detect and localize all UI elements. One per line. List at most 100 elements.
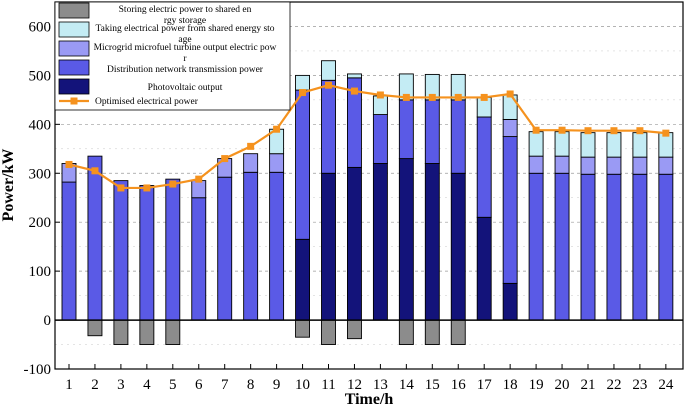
bar-segment-storing <box>87 319 103 337</box>
x-tick-label: 21 <box>581 377 596 393</box>
line-point <box>350 87 358 95</box>
line-point <box>143 184 151 192</box>
bar-segment <box>243 153 259 173</box>
x-axis-label: Time/h <box>345 391 394 406</box>
bar-segment <box>580 132 596 158</box>
x-tick-label: 1 <box>65 377 73 393</box>
legend-label: age <box>178 35 191 45</box>
bar-segment-storing <box>139 319 155 345</box>
x-tick-label: 15 <box>425 377 440 393</box>
bar-segment <box>243 171 259 321</box>
bar-segment <box>632 156 648 175</box>
bar-segment <box>502 136 518 284</box>
legend-label: Storing electric power to shared en <box>119 5 252 15</box>
x-tick-label: 6 <box>195 377 203 393</box>
bar-segment <box>528 172 544 321</box>
legend-swatch <box>58 59 90 76</box>
bar-segment <box>424 163 440 321</box>
x-tick-label: 4 <box>143 377 151 393</box>
x-tick-label: 12 <box>347 377 362 393</box>
x-tick-label: 2 <box>91 377 99 393</box>
bar-segment <box>554 155 570 174</box>
line-point <box>169 180 177 188</box>
line-point <box>662 129 670 137</box>
bar-segment <box>113 180 129 321</box>
bar-segment <box>502 282 518 321</box>
legend-label: rgy storage <box>164 16 206 26</box>
bar-segment <box>87 155 103 321</box>
line-point <box>325 81 332 89</box>
legend-label: Distribution network transmission power <box>107 65 264 75</box>
bar-segment-storing <box>165 319 181 345</box>
bar-segment <box>191 180 207 199</box>
line-point <box>506 90 514 98</box>
bar-segment <box>476 216 492 321</box>
bars <box>61 60 674 345</box>
bar-segment-storing <box>398 319 414 345</box>
legend-swatch <box>58 21 90 38</box>
bar-segment <box>295 238 310 321</box>
line-path <box>68 84 666 190</box>
line-point <box>480 93 488 101</box>
line-point <box>221 155 229 163</box>
bar-segment <box>321 79 336 174</box>
bar-segment <box>165 178 181 321</box>
y-tick-label: 0 <box>44 313 52 329</box>
line-point <box>402 93 410 101</box>
plot-frame <box>54 1 684 370</box>
x-axis-ticks: 1 2 3 4 5 6 7 8 9 10 11 12 13 14 15 16 17 18 19 20 21 22 23 24 <box>65 364 674 393</box>
bar-segment <box>61 181 77 321</box>
bar-segment <box>606 132 622 158</box>
bar-segment <box>398 158 414 321</box>
legend-swatch <box>58 78 90 95</box>
bar-segment-storing <box>113 319 129 345</box>
x-tick-label: 13 <box>373 377 388 393</box>
bar-segment <box>347 73 362 79</box>
x-tick-label: 16 <box>451 377 467 393</box>
bar-segment <box>191 197 207 321</box>
bar-segment <box>372 163 388 321</box>
x-tick-label: 7 <box>221 377 229 393</box>
y-tick-label: 100 <box>29 264 52 280</box>
legend-label: Microgrid microfuel turbine output elect… <box>94 42 277 53</box>
bar-segment <box>658 156 674 175</box>
bar-segment <box>632 132 648 158</box>
line-point <box>299 89 307 97</box>
y-tick-label: 300 <box>29 166 52 182</box>
bar-segment <box>217 176 233 321</box>
bar-segment <box>606 173 622 321</box>
bar-segment <box>372 114 388 164</box>
bar-segment <box>139 185 155 321</box>
bar-segment <box>502 118 518 138</box>
bar-segment <box>502 94 518 120</box>
y-tick-label: 500 <box>29 68 52 84</box>
bar-segment <box>269 171 285 321</box>
legend-label: r <box>183 54 187 64</box>
legend-label: Photovoltaic output <box>148 83 223 93</box>
x-tick-label: 20 <box>555 377 570 393</box>
x-tick-label: 18 <box>503 377 518 393</box>
bar-segment <box>321 60 336 81</box>
line-point <box>65 160 73 168</box>
bar-segment <box>450 172 466 321</box>
bar-segment-storing <box>321 319 336 345</box>
bar-segment <box>295 89 310 240</box>
y-tick-label: 200 <box>29 215 52 231</box>
x-tick-label: 11 <box>321 377 335 393</box>
line-point <box>428 93 436 101</box>
x-tick-label: 3 <box>117 377 125 393</box>
line-point <box>91 167 99 175</box>
bar-segment <box>398 99 414 160</box>
bar-segment <box>269 153 285 173</box>
legend-swatch <box>58 40 90 57</box>
bar-segment <box>528 155 544 174</box>
x-tick-label: 10 <box>295 377 310 393</box>
x-tick-label: 5 <box>169 377 177 393</box>
bar-segment <box>347 166 362 321</box>
bar-segment-storing <box>424 319 440 345</box>
line-point <box>532 126 540 134</box>
bar-segment <box>606 156 622 175</box>
bar-segment <box>554 131 570 157</box>
